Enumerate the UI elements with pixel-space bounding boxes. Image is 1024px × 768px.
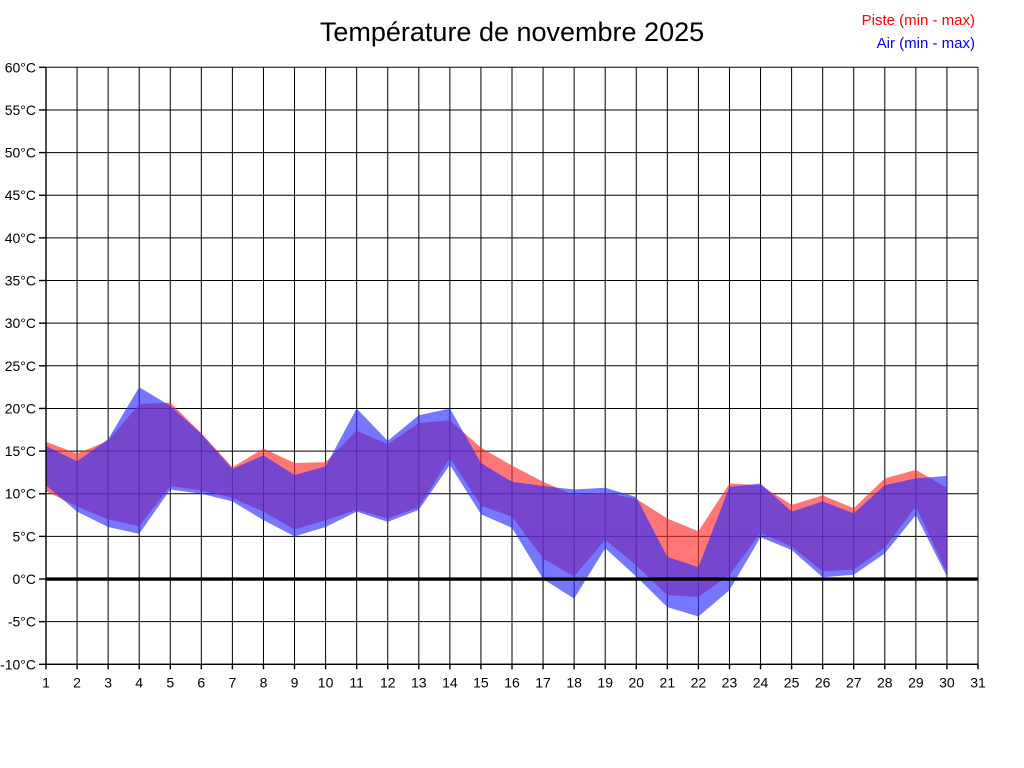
y-tick-label: 25°C: [5, 358, 36, 374]
x-tick-label: 25: [784, 674, 800, 690]
x-tick-label: 14: [442, 674, 458, 690]
y-tick-label: 10°C: [5, 486, 36, 502]
x-tick-label: 2: [73, 674, 81, 690]
x-tick-label: 31: [970, 674, 986, 690]
y-tick-label: 20°C: [5, 400, 36, 416]
x-tick-label: 9: [291, 674, 299, 690]
x-tick-label: 16: [504, 674, 520, 690]
x-tick-label: 1: [42, 674, 50, 690]
x-tick-label: 3: [104, 674, 112, 690]
x-tick-label: 28: [877, 674, 893, 690]
x-tick-label: 27: [846, 674, 862, 690]
y-tick-label: 35°C: [5, 273, 36, 289]
y-tick-label: -10°C: [0, 656, 36, 672]
x-tick-label: 12: [380, 674, 396, 690]
x-tick-label: 23: [722, 674, 738, 690]
x-tick-label: 24: [753, 674, 769, 690]
x-tick-label: 21: [660, 674, 676, 690]
x-tick-label: 11: [349, 674, 364, 690]
x-tick-label: 17: [535, 674, 551, 690]
axis-labels: -10°C -5°C 0°C 5°C 10°C 15°C 20°C 25°C 30°C 35°C 4…: [0, 59, 986, 690]
y-tick-label: 45°C: [5, 187, 36, 203]
y-tick-label: 60°C: [5, 59, 36, 75]
x-tick-label: 8: [260, 674, 268, 690]
x-tick-label: 6: [197, 674, 205, 690]
y-tick-label: -5°C: [8, 614, 36, 630]
y-tick-label: 55°C: [5, 102, 36, 118]
y-tick-label: 0°C: [13, 571, 37, 587]
y-tick-label: 5°C: [13, 528, 37, 544]
legend-air: Air (min - max): [877, 35, 975, 52]
x-tick-label: 13: [411, 674, 427, 690]
x-tick-label: 20: [628, 674, 644, 690]
y-tick-label: 40°C: [5, 230, 36, 246]
bands: [46, 387, 947, 617]
x-tick-label: 5: [166, 674, 174, 690]
air-band: [46, 387, 947, 617]
x-tick-label: 4: [135, 674, 143, 690]
x-tick-label: 7: [229, 674, 237, 690]
x-tick-label: 26: [815, 674, 831, 690]
x-tick-label: 22: [691, 674, 707, 690]
x-tick-label: 19: [597, 674, 613, 690]
x-tick-label: 18: [566, 674, 582, 690]
legend-piste: Piste (min - max): [862, 12, 975, 29]
y-tick-label: 30°C: [5, 315, 36, 331]
chart-title: Température de novembre 2025: [320, 17, 704, 47]
y-tick-label: 15°C: [5, 443, 36, 459]
x-tick-label: 15: [473, 674, 489, 690]
axes: [39, 66, 979, 670]
x-tick-label: 30: [939, 674, 955, 690]
x-tick-label: 29: [908, 674, 924, 690]
x-tick-label: 10: [318, 674, 334, 690]
y-tick-label: 50°C: [5, 145, 36, 161]
